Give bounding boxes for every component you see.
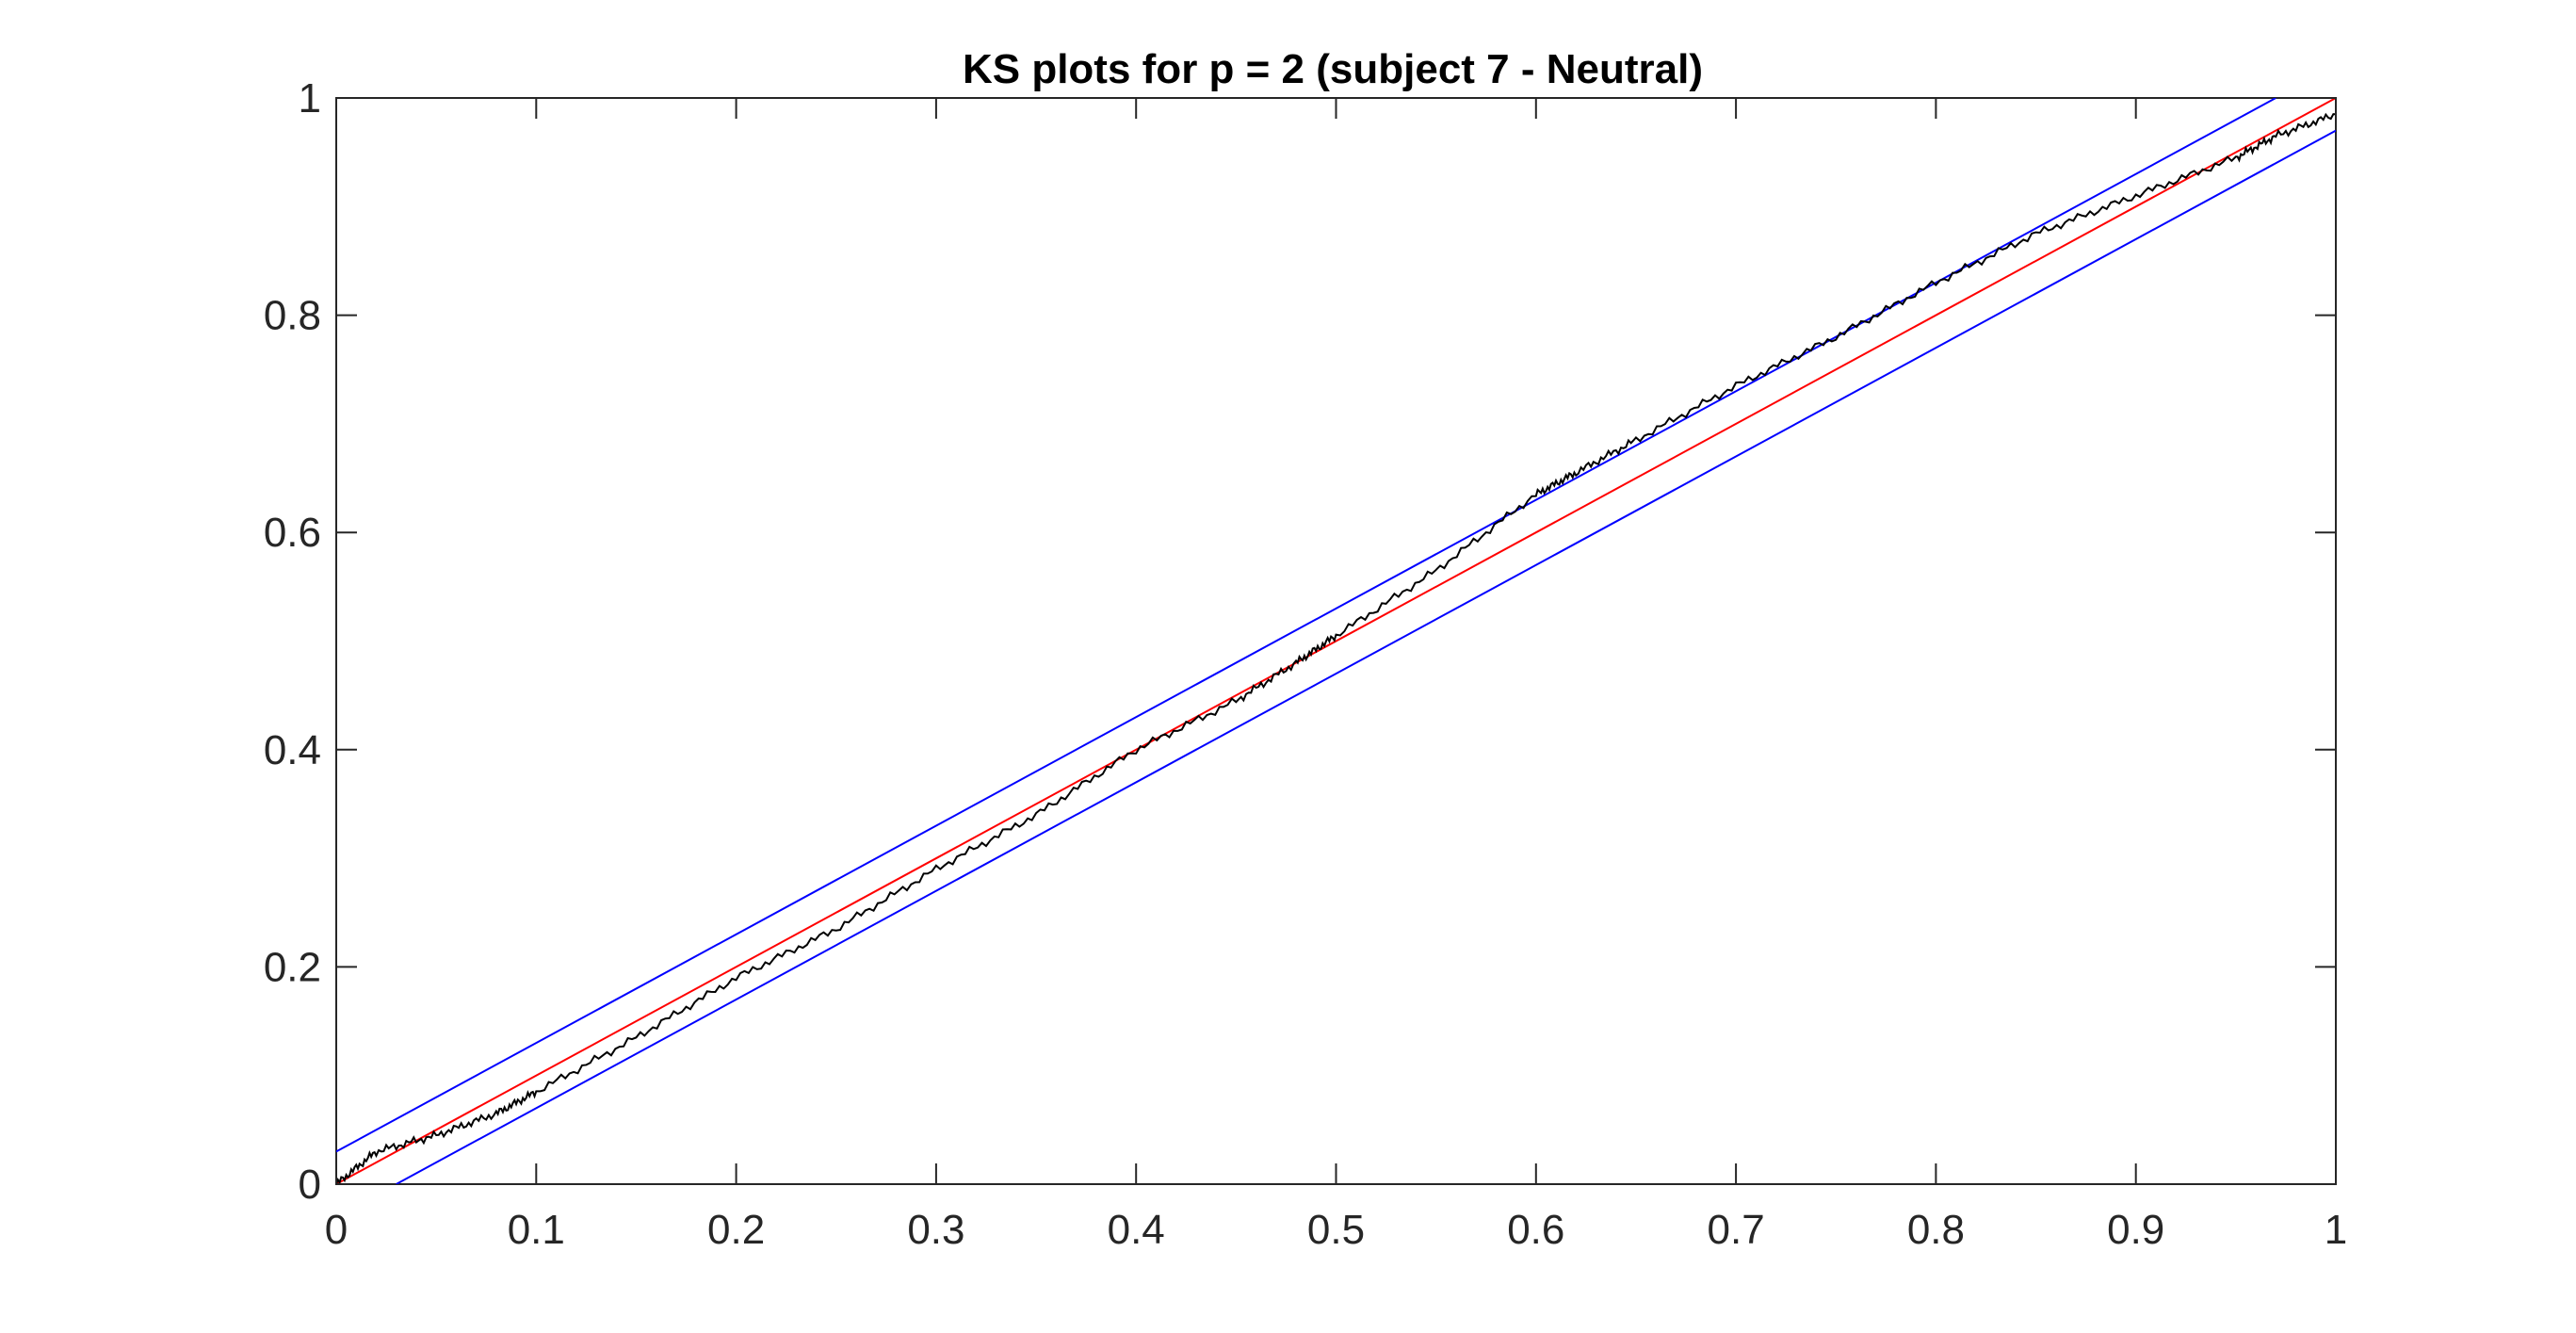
plot-area: 0 0.1 0.2 0.3 0.4 0.5 0.6 0.7 0.8 0.9 1 0 0.2 0.4 0.6… (264, 75, 2347, 1253)
x-tick-label: 0.2 (707, 1207, 765, 1253)
y-tick-label: 0.4 (264, 727, 321, 773)
x-axis: 0 0.1 0.2 0.3 0.4 0.5 0.6 0.7 0.8 0.9 1 (325, 98, 2347, 1253)
y-axis: 0 0.2 0.4 0.6 0.8 1 (264, 75, 2336, 1208)
x-tick-label: 0.5 (1307, 1207, 1365, 1253)
x-tick-label: 0.8 (1907, 1207, 1965, 1253)
x-tick-label: 0.7 (1708, 1207, 1765, 1253)
x-tick-label: 0.9 (2107, 1207, 2164, 1253)
x-tick-label: 0.1 (508, 1207, 565, 1253)
series-layer (336, 98, 2336, 1184)
chart-title: KS plots for p = 2 (subject 7 - Neutral) (963, 46, 1703, 92)
y-tick-label: 1 (299, 75, 321, 122)
y-tick-label: 0 (299, 1162, 321, 1208)
y-tick-label: 0.8 (264, 293, 321, 339)
x-tick-label: 1 (2325, 1207, 2347, 1253)
x-tick-label: 0 (325, 1207, 348, 1253)
series-line-lower-confidence-bound (396, 129, 2336, 1184)
series-line-empirical-cdf (336, 112, 2336, 1184)
x-tick-label: 0.6 (1507, 1207, 1564, 1253)
series-line-reference-diagonal (336, 98, 2336, 1184)
y-tick-label: 0.6 (264, 510, 321, 556)
y-tick-label: 0.2 (264, 944, 321, 990)
x-tick-label: 0.4 (1108, 1207, 1165, 1253)
x-tick-label: 0.3 (907, 1207, 964, 1253)
